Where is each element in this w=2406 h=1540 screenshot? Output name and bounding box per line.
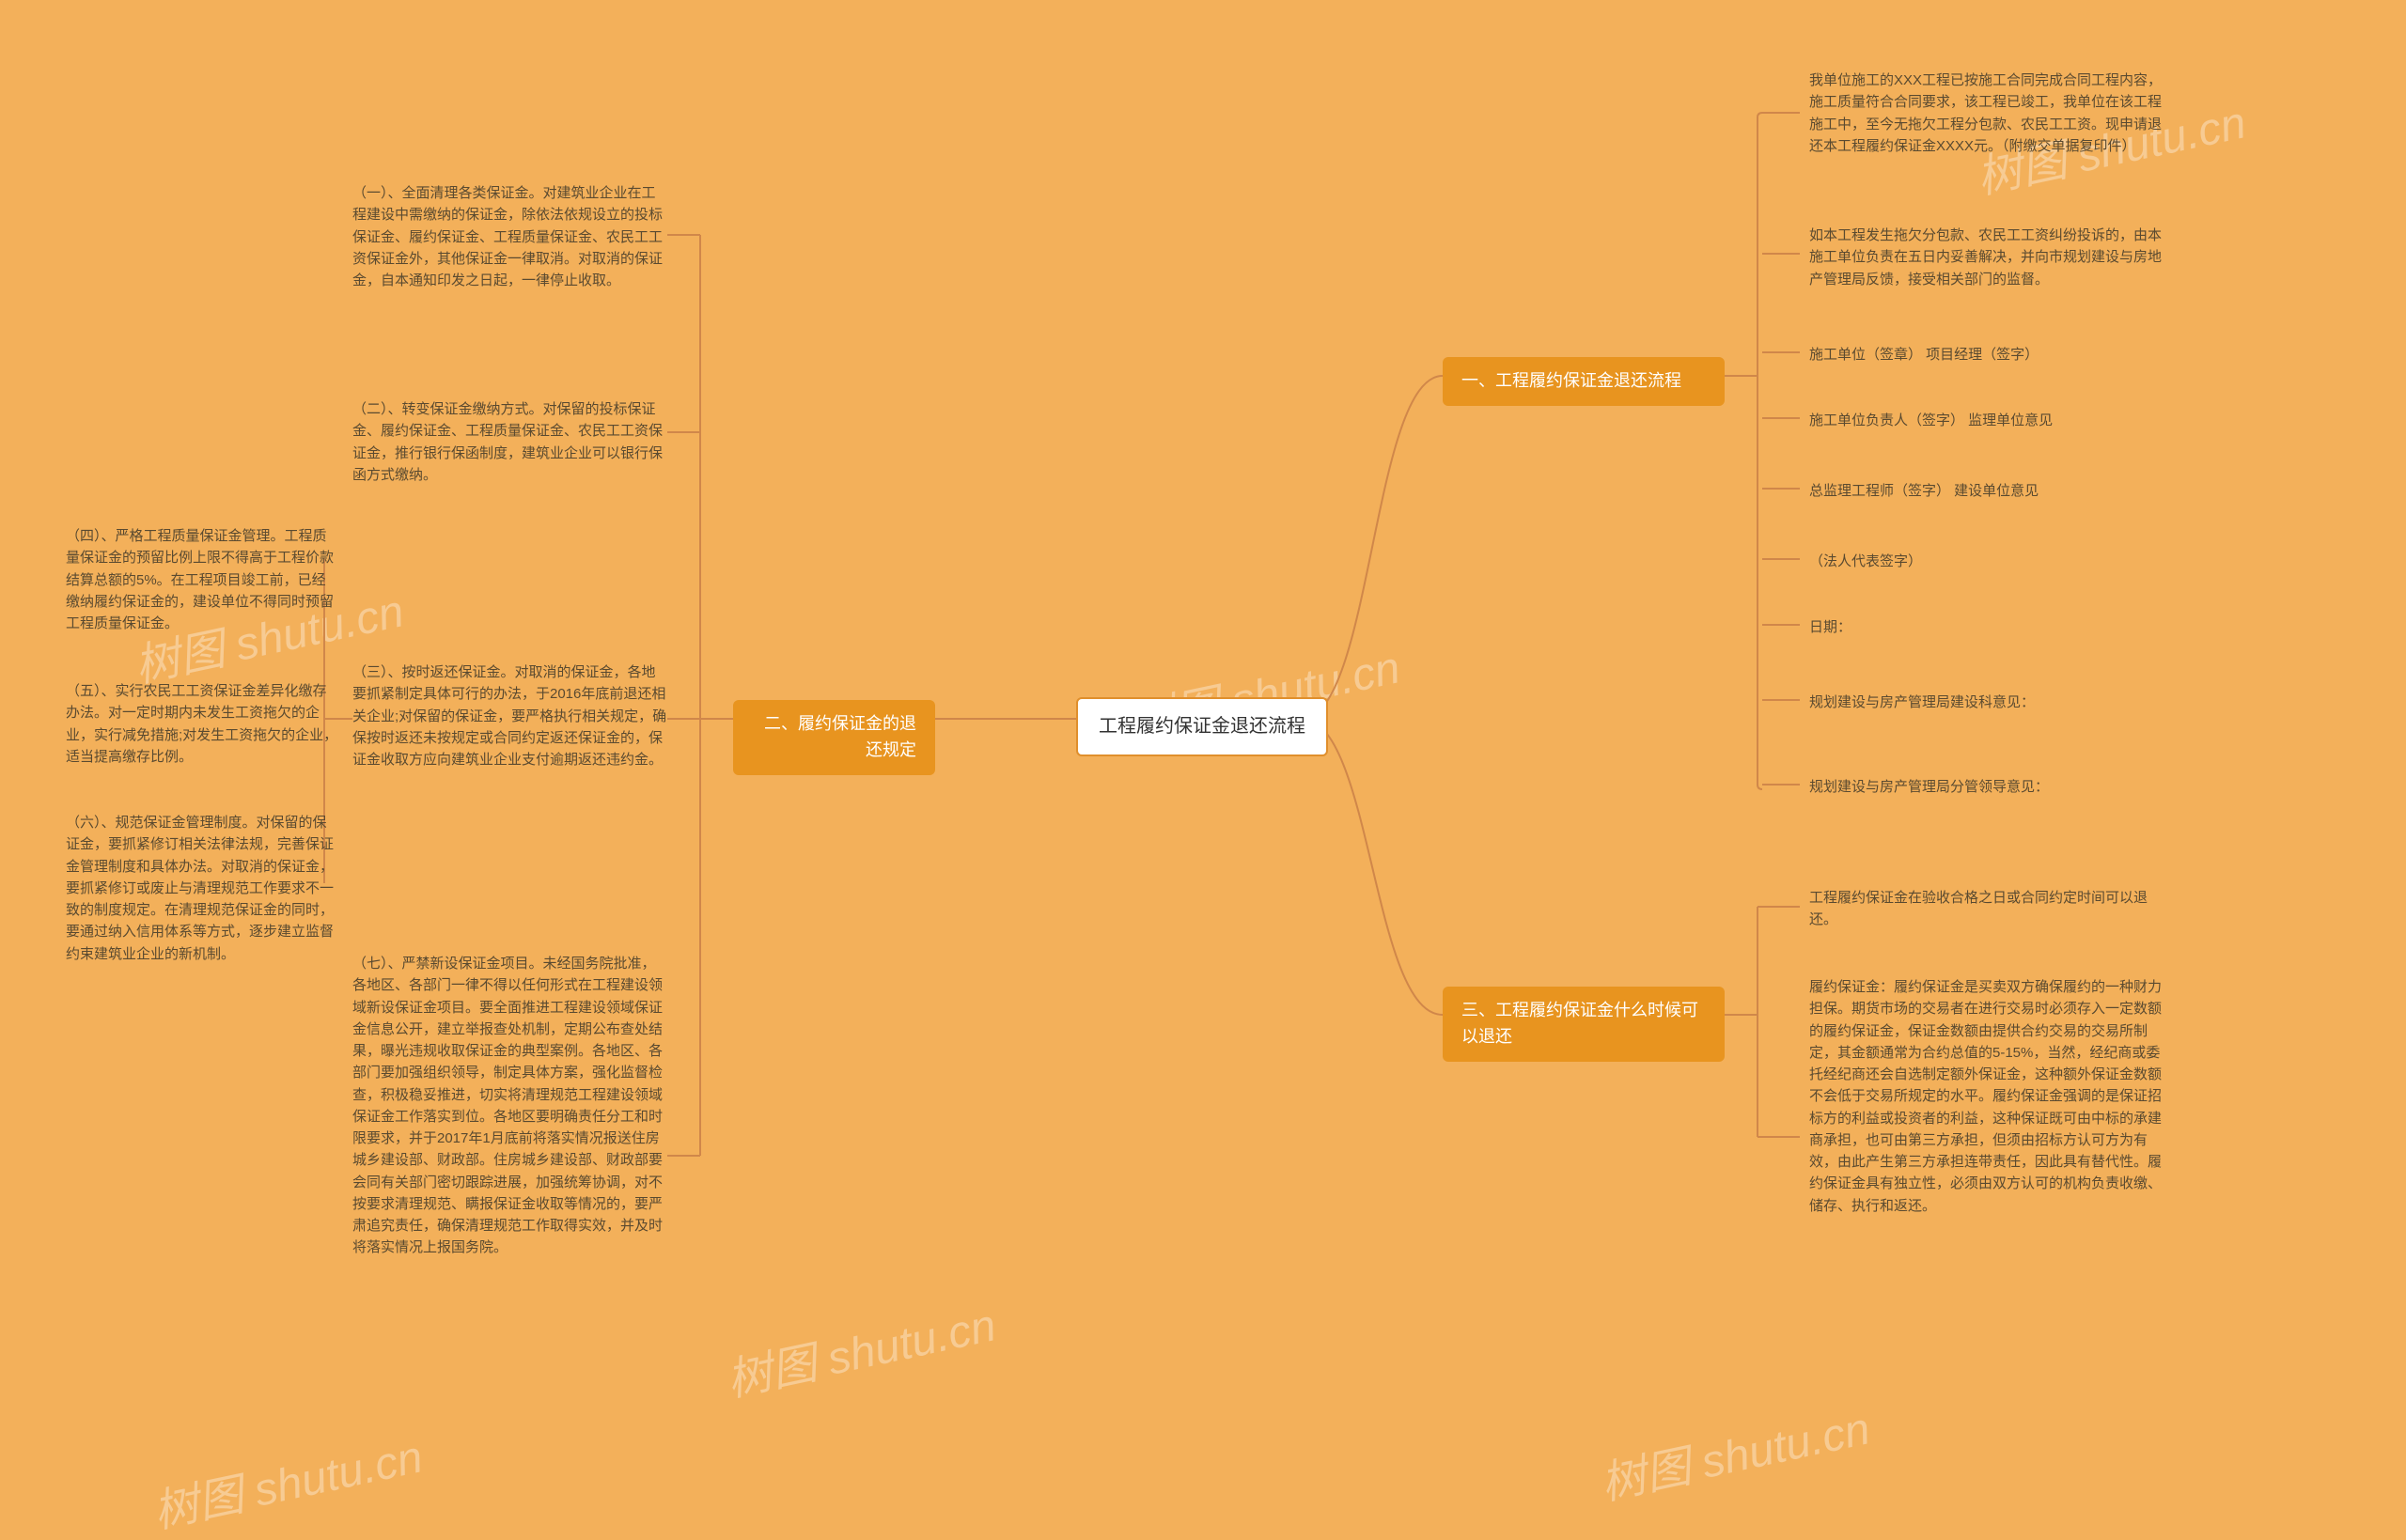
watermark: 树图 shutu.cn	[1594, 1392, 1875, 1513]
leaf-node: 日期：	[1809, 613, 2166, 642]
leaf-node: 总监理工程师（签字） 建设单位意见	[1809, 476, 2166, 506]
leaf-node: （三）、按时返还保证金。对取消的保证金，各地要抓紧制定具体可行的办法，于2016…	[352, 658, 667, 774]
leaf-node: （七）、严禁新设保证金项目。未经国务院批准，各地区、各部门一律不得以任何形式在工…	[352, 949, 667, 1263]
leaf-node: 工程履约保证金在验收合格之日或合同约定时间可以退还。	[1809, 883, 2166, 935]
leaf-node: （一）、全面清理各类保证金。对建筑业企业在工程建设中需缴纳的保证金，除依法依规设…	[352, 179, 667, 295]
watermark: 树图 shutu.cn	[720, 1288, 1001, 1409]
branch-node: 二、履约保证金的退还规定	[733, 700, 935, 775]
leaf-node: 履约保证金：履约保证金是买卖双方确保履约的一种财力担保。期货市场的交易者在进行交…	[1809, 972, 2166, 1221]
branch-node: 三、工程履约保证金什么时候可以退还	[1443, 987, 1725, 1062]
leaf-node: 如本工程发生拖欠分包款、农民工工资纠纷投诉的，由本施工单位负责在五日内妥善解决，…	[1809, 221, 2166, 294]
leaf-node: 施工单位负责人（签字） 监理单位意见	[1809, 406, 2166, 435]
leaf-node: （五）、实行农民工工资保证金差异化缴存办法。对一定时期内未发生工资拖欠的企业，实…	[66, 677, 338, 771]
leaf-node: 规划建设与房产管理局分管领导意见：	[1809, 772, 2166, 801]
leaf-node: （二）、转变保证金缴纳方式。对保留的投标保证金、履约保证金、工程质量保证金、农民…	[352, 395, 667, 490]
branch-node: 一、工程履约保证金退还流程	[1443, 357, 1725, 406]
leaf-node: 规划建设与房产管理局建设科意见：	[1809, 688, 2166, 717]
root-node: 工程履约保证金退还流程	[1076, 697, 1328, 756]
leaf-node: 我单位施工的XXX工程已按施工合同完成合同工程内容，施工质量符合合同要求，该工程…	[1809, 66, 2166, 161]
watermark: 树图 shutu.cn	[147, 1420, 428, 1540]
leaf-node: 施工单位（签章） 项目经理（签字）	[1809, 340, 2166, 369]
leaf-node: （六）、规范保证金管理制度。对保留的保证金，要抓紧修订相关法律法规，完善保证金管…	[66, 808, 338, 969]
leaf-node: （四）、严格工程质量保证金管理。工程质量保证金的预留比例上限不得高于工程价款结算…	[66, 521, 338, 638]
leaf-node: （法人代表签字）	[1809, 547, 2166, 576]
